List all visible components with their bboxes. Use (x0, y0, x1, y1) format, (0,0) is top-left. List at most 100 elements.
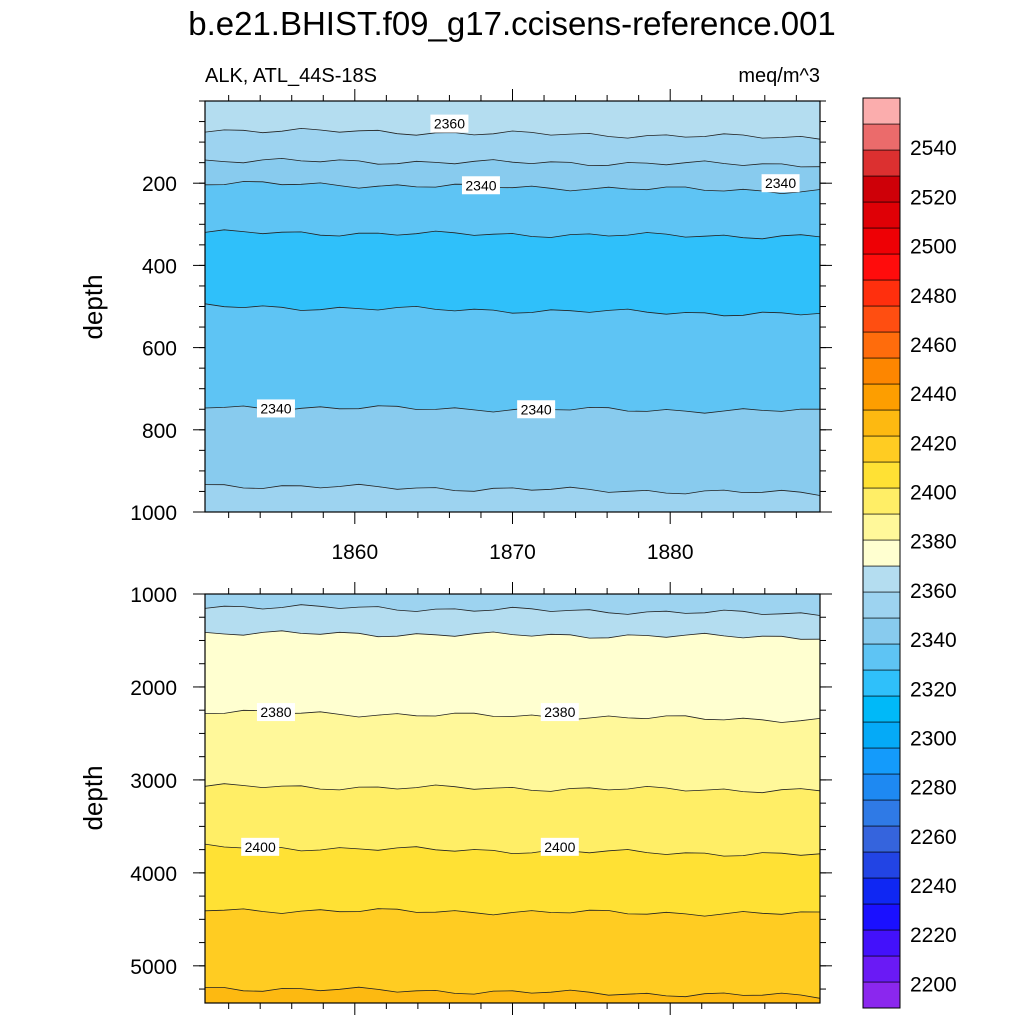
y-tick-label: 5000 (130, 956, 177, 979)
colorbar-label: 2280 (910, 777, 957, 800)
colorbar-label: 2240 (910, 875, 957, 898)
colorbar-swatch (862, 357, 901, 385)
y-axis-label-lower: depth (78, 765, 108, 830)
colorbar-swatch (862, 825, 901, 853)
contour-band (205, 908, 820, 999)
contour-label: 2360 (434, 116, 465, 132)
contour-band (205, 229, 820, 316)
colorbar-swatch (862, 929, 901, 957)
colorbar-swatch (862, 149, 901, 177)
colorbar-swatch (862, 565, 901, 593)
contour-label: 2400 (245, 839, 276, 855)
colorbar-swatch (862, 175, 901, 203)
colorbar-swatch (862, 617, 901, 645)
contour-band (205, 844, 820, 917)
colorbar-swatch (862, 279, 901, 307)
contour-band (205, 484, 820, 512)
colorbar-swatch (862, 669, 901, 697)
y-tick-label: 2000 (130, 677, 177, 700)
contour-line (204, 181, 821, 195)
colorbar-swatch (862, 305, 901, 333)
contour-label: 2340 (521, 401, 552, 417)
y-tick-label: 800 (142, 420, 177, 443)
contour-label-box (430, 114, 469, 133)
colorbar-swatch (862, 513, 901, 541)
colorbar-label: 2220 (910, 924, 957, 947)
contour-band (205, 158, 820, 194)
x-tick-label: 1860 (331, 541, 378, 564)
contour-line (204, 908, 821, 917)
colorbar-label: 2380 (910, 531, 957, 554)
colorbar-swatch (862, 461, 901, 489)
y-tick-label: 1000 (130, 584, 177, 607)
contour-label-box (256, 399, 295, 418)
colorbar-swatch (862, 435, 901, 463)
contour-label-box (540, 837, 579, 856)
colorbar-swatch (862, 253, 901, 281)
x-tick-label: 1870 (489, 541, 536, 564)
contour-label: 2340 (465, 177, 496, 193)
contour-line (204, 229, 821, 240)
y-tick-label: 1000 (130, 502, 177, 525)
contour-label-box (540, 703, 579, 722)
colorbar-swatch (862, 799, 901, 827)
contour-line (204, 709, 821, 723)
colorbar-label: 2420 (910, 432, 957, 455)
colorbar-swatch (862, 695, 901, 723)
colorbar-swatch (862, 643, 901, 671)
colorbar-swatch (862, 383, 901, 411)
colorbar-swatch (862, 877, 901, 905)
units-label: meq/m^3 (738, 65, 820, 87)
y-tick-label: 4000 (130, 863, 177, 886)
colorbar-swatch (862, 955, 901, 983)
upper-panel: 200 400 600 800 1000 1860 1870 1880 2360 2340 2340… (130, 89, 832, 564)
y-tick-label: 3000 (130, 770, 177, 793)
colorbar-swatch (862, 591, 901, 619)
contour-label-box (761, 174, 800, 193)
contour-label: 2340 (765, 175, 796, 191)
contour-line (204, 405, 821, 414)
colorbar-swatch (862, 851, 901, 879)
contour-band (205, 128, 820, 167)
contour-label-box (517, 400, 556, 419)
contour-line (204, 630, 821, 640)
contour-line (204, 127, 821, 140)
contour-band (205, 604, 820, 640)
colorbar-label: 2540 (910, 137, 957, 160)
contour-band (205, 181, 820, 239)
colorbar-swatch (862, 123, 901, 151)
variable-region-label: ALK, ATL_44S-18S (205, 65, 377, 87)
contour-band (205, 630, 820, 723)
contour-label: 2400 (544, 839, 575, 855)
y-tick-label: 400 (142, 255, 177, 278)
colorbar-label: 2200 (910, 973, 957, 996)
contour-band (205, 710, 820, 793)
colorbar-swatch (862, 747, 901, 775)
colorbar-swatch (862, 487, 901, 515)
colorbar-label: 2340 (910, 629, 957, 652)
y-tick-label: 600 (142, 338, 177, 361)
contour-line (204, 604, 821, 616)
colorbar-frame (862, 97, 901, 1009)
colorbar-swatch (862, 539, 901, 567)
contour-label-box (461, 176, 500, 195)
x-tick-label: 1880 (647, 541, 694, 564)
contour-band (205, 783, 820, 857)
contour-line (204, 783, 821, 794)
lower-panel: 1000 2000 3000 4000 5000 2380 2380 2400 2400 (130, 582, 832, 1015)
colorbar-label: 2480 (910, 285, 957, 308)
colorbar-label: 2520 (910, 186, 957, 209)
contour-line (204, 303, 821, 317)
contour-line (205, 986, 821, 999)
colorbar-label: 2400 (910, 482, 957, 505)
contour-band (205, 303, 820, 414)
colorbar-swatch (862, 721, 901, 749)
contour-label: 2380 (260, 704, 291, 720)
colorbar-swatch (862, 981, 901, 1009)
colorbar-swatch (862, 201, 901, 229)
colorbar-swatch (862, 903, 901, 931)
contour-band (205, 987, 820, 1003)
contour-line (204, 483, 821, 496)
colorbar-label: 2260 (910, 826, 957, 849)
